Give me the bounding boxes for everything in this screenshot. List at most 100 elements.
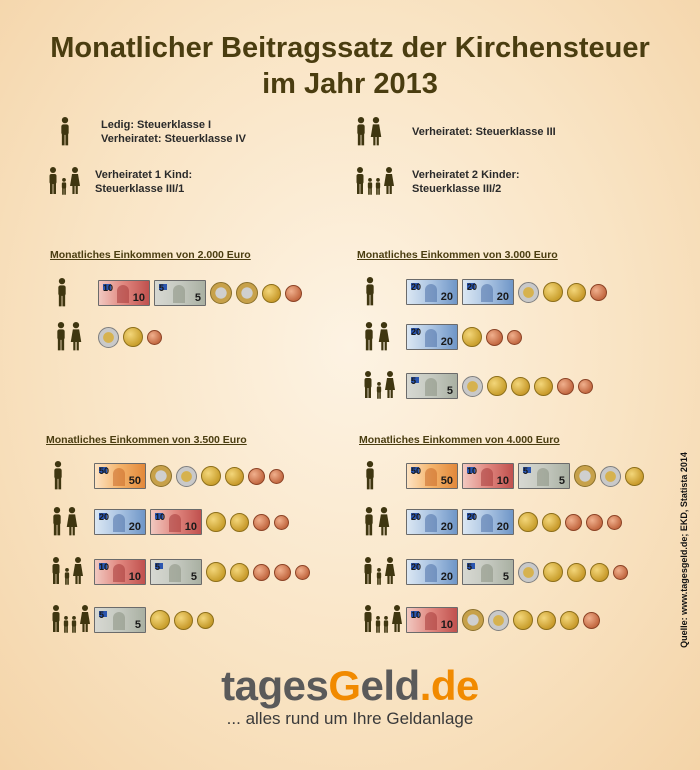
coin-20-cent bbox=[262, 283, 281, 303]
family-icon bbox=[48, 605, 94, 635]
banknote-20-euro: 20 20 bbox=[406, 509, 458, 535]
coin-5-cent bbox=[590, 283, 607, 301]
two-children-family-icon bbox=[364, 605, 402, 633]
banknote-10-euro: 10 10 bbox=[98, 280, 150, 306]
two-children-family-icon bbox=[356, 167, 394, 195]
couple-family-icon bbox=[57, 322, 82, 351]
panel-heading-4000: Monatliches Einkommen von 4.000 Euro bbox=[359, 434, 560, 446]
banknote-20-euro: 20 20 bbox=[406, 279, 458, 305]
family-two-children-icon bbox=[352, 167, 412, 197]
legend-one-child: Verheiratet 1 Kind: Steuerklasse III/1 bbox=[45, 167, 192, 197]
family-icon bbox=[52, 322, 98, 352]
coin-5-cent bbox=[253, 563, 270, 581]
income-row: 50 50 10 10 5 5 bbox=[360, 461, 644, 491]
family-icon bbox=[52, 278, 98, 308]
couple-family-icon bbox=[365, 507, 390, 536]
couple-family-icon bbox=[53, 507, 78, 536]
income-row: 20 20 10 10 bbox=[48, 507, 289, 537]
banknote-20-euro: 20 20 bbox=[406, 324, 458, 350]
coin-1-euro bbox=[600, 465, 621, 487]
coin-50-cent bbox=[123, 327, 143, 347]
coin-1-euro bbox=[462, 375, 483, 397]
money-group: 10 10 5 5 bbox=[94, 559, 310, 585]
coin-1-euro bbox=[518, 561, 539, 583]
money-group: 10 10 bbox=[406, 607, 600, 633]
banknote-50-euro: 50 50 bbox=[406, 463, 458, 489]
coin-5-cent bbox=[565, 513, 582, 531]
single-family-icon bbox=[366, 461, 374, 490]
coin-50-cent bbox=[206, 562, 226, 582]
banknote-10-euro: 10 10 bbox=[94, 559, 146, 585]
banknote-20-euro: 20 20 bbox=[406, 559, 458, 585]
money-group: 20 20 10 10 bbox=[94, 509, 289, 535]
coin-20-cent bbox=[174, 610, 193, 630]
tagesgeld-logo[interactable]: tagesGeld.de bbox=[221, 662, 479, 709]
coin-20-cent bbox=[625, 466, 644, 486]
banknote-20-euro: 20 20 bbox=[94, 509, 146, 535]
coin-50-cent bbox=[487, 376, 507, 396]
coin-1-euro bbox=[518, 281, 539, 303]
income-row: 20 20 20 20 bbox=[360, 507, 622, 537]
coin-2-euro bbox=[462, 609, 484, 631]
one-child-family-icon bbox=[49, 167, 80, 195]
coin-20-cent bbox=[511, 376, 530, 396]
family-icon bbox=[360, 605, 406, 635]
single-family-icon bbox=[61, 117, 69, 146]
coin-50-cent bbox=[518, 512, 538, 532]
coin-1-euro bbox=[488, 609, 509, 631]
panel-heading-3500: Monatliches Einkommen von 3.500 Euro bbox=[46, 434, 247, 446]
income-row bbox=[52, 322, 162, 352]
coin-10-cent bbox=[197, 611, 214, 629]
coin-20-cent bbox=[537, 610, 556, 630]
money-group: 20 20 bbox=[406, 324, 522, 350]
coin-50-cent bbox=[462, 327, 482, 347]
coin-20-cent bbox=[542, 512, 561, 532]
legend-single: Ledig: Steuerklasse I Verheiratet: Steuer… bbox=[55, 117, 246, 147]
coin-2-euro bbox=[150, 465, 172, 487]
banknote-10-euro: 10 10 bbox=[150, 509, 202, 535]
money-group: 50 50 bbox=[94, 463, 284, 489]
money-group: 20 20 20 20 bbox=[406, 509, 622, 535]
family-icon bbox=[48, 557, 94, 587]
couple-family-icon bbox=[365, 322, 390, 351]
legend-two-children-text: Verheiratet 2 Kinder: Steuerklasse III/2 bbox=[412, 169, 520, 195]
legend-couple-text: Verheiratet: Steuerklasse III bbox=[412, 126, 556, 138]
coin-5-cent bbox=[285, 284, 302, 302]
income-row: 10 10 5 5 bbox=[52, 278, 302, 308]
coin-20-cent bbox=[230, 512, 249, 532]
coin-20-cent bbox=[567, 562, 586, 582]
coin-20-cent bbox=[590, 562, 609, 582]
coin-2-euro bbox=[236, 282, 258, 304]
single-person-icon bbox=[55, 117, 101, 147]
coin-50-cent bbox=[513, 610, 533, 630]
couple-family-icon bbox=[357, 117, 382, 146]
family-icon bbox=[360, 507, 406, 537]
coin-1-euro bbox=[176, 465, 197, 487]
coin-5-cent bbox=[253, 513, 270, 531]
coin-20-cent bbox=[560, 610, 579, 630]
coin-5-cent bbox=[486, 328, 503, 346]
one-child-family-icon bbox=[364, 371, 395, 399]
coin-2-cent bbox=[613, 564, 628, 580]
income-row: 20 20 bbox=[360, 322, 522, 352]
single-family-icon bbox=[58, 278, 66, 307]
title-line-2: im Jahr 2013 bbox=[262, 68, 438, 100]
title-line-1: Monatlicher Beitragssatz der Kirchensteu… bbox=[50, 32, 650, 64]
coin-1-euro bbox=[98, 326, 119, 348]
income-row: 50 50 bbox=[48, 461, 284, 491]
family-icon bbox=[360, 277, 406, 307]
coin-50-cent bbox=[206, 512, 226, 532]
money-group: 10 10 5 5 bbox=[98, 280, 302, 306]
income-row: 20 20 5 5 bbox=[360, 557, 628, 587]
panel-heading-3000: Monatliches Einkommen von 3.000 Euro bbox=[357, 249, 558, 261]
coin-50-cent bbox=[543, 282, 563, 302]
coin-20-cent bbox=[567, 282, 586, 302]
